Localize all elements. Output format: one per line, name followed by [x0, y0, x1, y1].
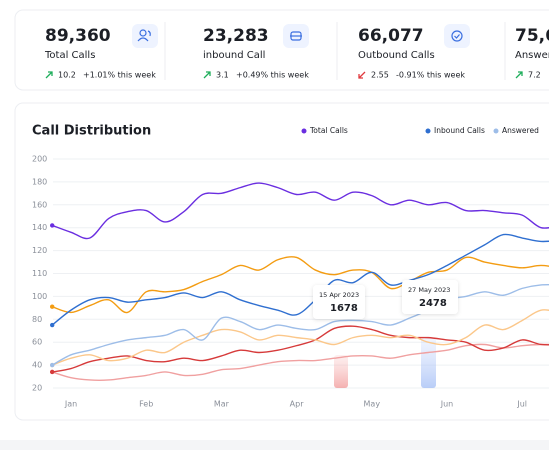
stat-change: 2.55: [371, 71, 389, 80]
x-tick-label: Mar: [214, 400, 230, 409]
icon: [283, 24, 309, 48]
series-line: [51, 283, 549, 366]
stat-label: inbound Call: [203, 50, 265, 61]
tooltip-date: 15 Apr 2023: [319, 291, 359, 299]
y-tick-label: 110: [32, 269, 47, 278]
x-tick-label: Apr: [290, 400, 305, 409]
series-start-dot: [50, 322, 55, 328]
series-start-dot: [50, 304, 55, 309]
series-start-dot: [50, 362, 55, 368]
series-line: [51, 233, 549, 326]
stat-value: 23,283: [203, 26, 269, 46]
highlight-bar: [421, 338, 436, 388]
x-tick-label: Jul: [516, 400, 527, 409]
trend-arrow: [203, 71, 211, 79]
y-tick-label: 120: [32, 246, 47, 255]
chart-card: [14, 102, 549, 421]
y-tick-label: 200: [32, 155, 47, 164]
legend-label: Answered: [502, 126, 539, 135]
stat-value: 75,6: [515, 26, 549, 46]
y-tick-label: 80: [32, 315, 42, 324]
stat-trend: -0.91% this week: [396, 71, 465, 80]
x-tick-label: Feb: [139, 400, 153, 409]
series-line: [52, 325, 549, 373]
stat-label: Total Calls: [44, 50, 95, 61]
footer-strip: [0, 440, 549, 450]
stat-change: 7.2: [528, 71, 541, 80]
legend-dot: [301, 128, 307, 134]
stat-label: Answere: [515, 50, 549, 61]
series-line: [51, 256, 549, 314]
trend-arrow: [45, 71, 53, 79]
tooltip: [402, 280, 458, 314]
series-line: [51, 343, 549, 381]
y-tick-label: 20: [32, 384, 42, 393]
series-start-dot: [50, 369, 55, 375]
y-tick-label: 100: [32, 292, 47, 301]
x-tick-label: Jun: [440, 400, 454, 409]
highlight-bar: [334, 355, 348, 388]
tooltip-date: 27 May 2023: [408, 286, 450, 294]
tooltip-value: 2478: [419, 298, 447, 309]
legend-dot: [493, 128, 499, 134]
y-tick-label: 40: [32, 361, 42, 370]
x-tick-label: Jan: [64, 400, 77, 409]
legend-label: Inbound Calls: [434, 126, 485, 135]
stat-value: 66,077: [358, 26, 424, 46]
y-tick-label: 60: [32, 338, 42, 347]
stat-trend: +1.01% this week: [83, 71, 156, 80]
stat-label: Outbound Calls: [358, 50, 435, 61]
chart-title: Call Distribution: [32, 124, 151, 139]
series-line: [51, 309, 549, 366]
trend-arrow: [515, 71, 523, 79]
x-tick-label: May: [364, 400, 381, 409]
tooltip-value: 1678: [330, 303, 358, 314]
y-tick-label: 160: [32, 200, 47, 209]
tooltip: [313, 285, 365, 319]
icon: [132, 24, 158, 48]
series-start-dot: [50, 223, 55, 228]
series-line: [51, 182, 549, 240]
stat-value: 89,360: [45, 26, 111, 46]
stat-change: 10.2: [58, 71, 76, 80]
y-tick-label: 140: [32, 223, 47, 232]
y-tick-label: 180: [32, 177, 47, 186]
plot: 20 40 60 80 100 110 120 140 160 180 200 Jan Feb Mar Ap…: [32, 126, 549, 409]
stat-change: 3.1: [216, 71, 229, 80]
icon: [444, 24, 470, 48]
legend-dot: [425, 128, 431, 134]
stat-trend: +0.49% this week: [236, 71, 309, 80]
trend-arrow: [358, 71, 366, 79]
legend-label: Total Calls: [309, 126, 348, 135]
